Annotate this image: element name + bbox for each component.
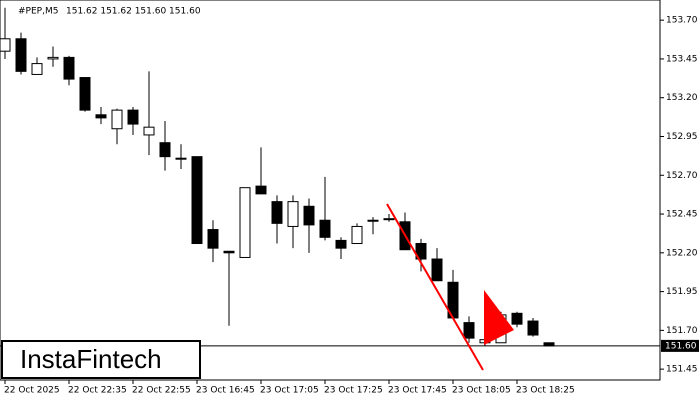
pennant-pole [386, 203, 484, 371]
candle-body [127, 109, 139, 125]
candle-body [79, 77, 91, 111]
y-tick-label: 151.95 [666, 287, 698, 297]
x-tick-label: 23 Oct 18:25 [516, 386, 575, 396]
logo: InstaFintech [20, 344, 162, 374]
last-price-box [661, 339, 699, 352]
candle-body [223, 250, 235, 254]
y-tick-label: 151.45 [666, 365, 698, 375]
candle-body [0, 38, 11, 52]
x-tick-label: 23 Oct 16:45 [196, 386, 255, 396]
y-tick-label: 152.95 [666, 132, 698, 142]
candle-body [367, 219, 379, 222]
logo-box [1, 340, 201, 379]
x-tick-label: 23 Oct 18:05 [452, 386, 511, 396]
y-tick-label: 152.20 [666, 248, 698, 258]
candle-body [543, 342, 555, 347]
candle-body [287, 201, 299, 227]
candle-body [271, 201, 283, 224]
x-tick-label: 22 Oct 22:55 [132, 386, 191, 396]
candle-body [31, 63, 43, 75]
candle-body [175, 157, 187, 160]
plot-frame [0, 0, 661, 381]
candle-body [415, 243, 427, 260]
y-tick-label: 153.20 [666, 93, 698, 103]
candle-body [63, 56, 75, 80]
candle-body [95, 114, 107, 119]
y-tick-label: 153.70 [666, 16, 698, 26]
x-tick-label: 22 Oct 2025 [4, 386, 60, 396]
candle-body [431, 258, 443, 282]
y-tick-label: 152.70 [666, 171, 698, 181]
y-tick-label: 152.45 [666, 210, 698, 220]
x-tick-label: 23 Oct 17:45 [388, 386, 447, 396]
y-tick-label: 151.70 [666, 326, 698, 336]
candle-body [351, 225, 363, 245]
candle-body [255, 185, 267, 195]
x-tick-label: 22 Oct 22:35 [68, 386, 127, 396]
candle-body [207, 229, 219, 249]
candle-body [191, 156, 203, 245]
last-price-label: 151.60 [665, 341, 697, 351]
candle-body [239, 187, 251, 258]
candle-body [143, 126, 155, 136]
candle-body [111, 109, 123, 130]
pennant-flag [484, 290, 514, 345]
chart-title: #PEP,M5 [18, 7, 58, 17]
candle-body [47, 56, 59, 60]
candle-body [159, 142, 171, 158]
ohlc-readout: 151.62 151.62 151.60 151.60 [66, 7, 201, 17]
x-tick-label: 23 Oct 17:25 [324, 386, 383, 396]
candle-body [303, 205, 315, 226]
candle-body [511, 312, 523, 325]
y-tick-label: 153.45 [666, 54, 698, 64]
candle-body [319, 219, 331, 238]
x-tick-label: 23 Oct 17:05 [260, 386, 319, 396]
candle-body [463, 322, 475, 339]
candle-body [15, 38, 27, 72]
candle-body [527, 320, 539, 336]
candle-body [335, 239, 347, 249]
candle-body [383, 218, 395, 221]
